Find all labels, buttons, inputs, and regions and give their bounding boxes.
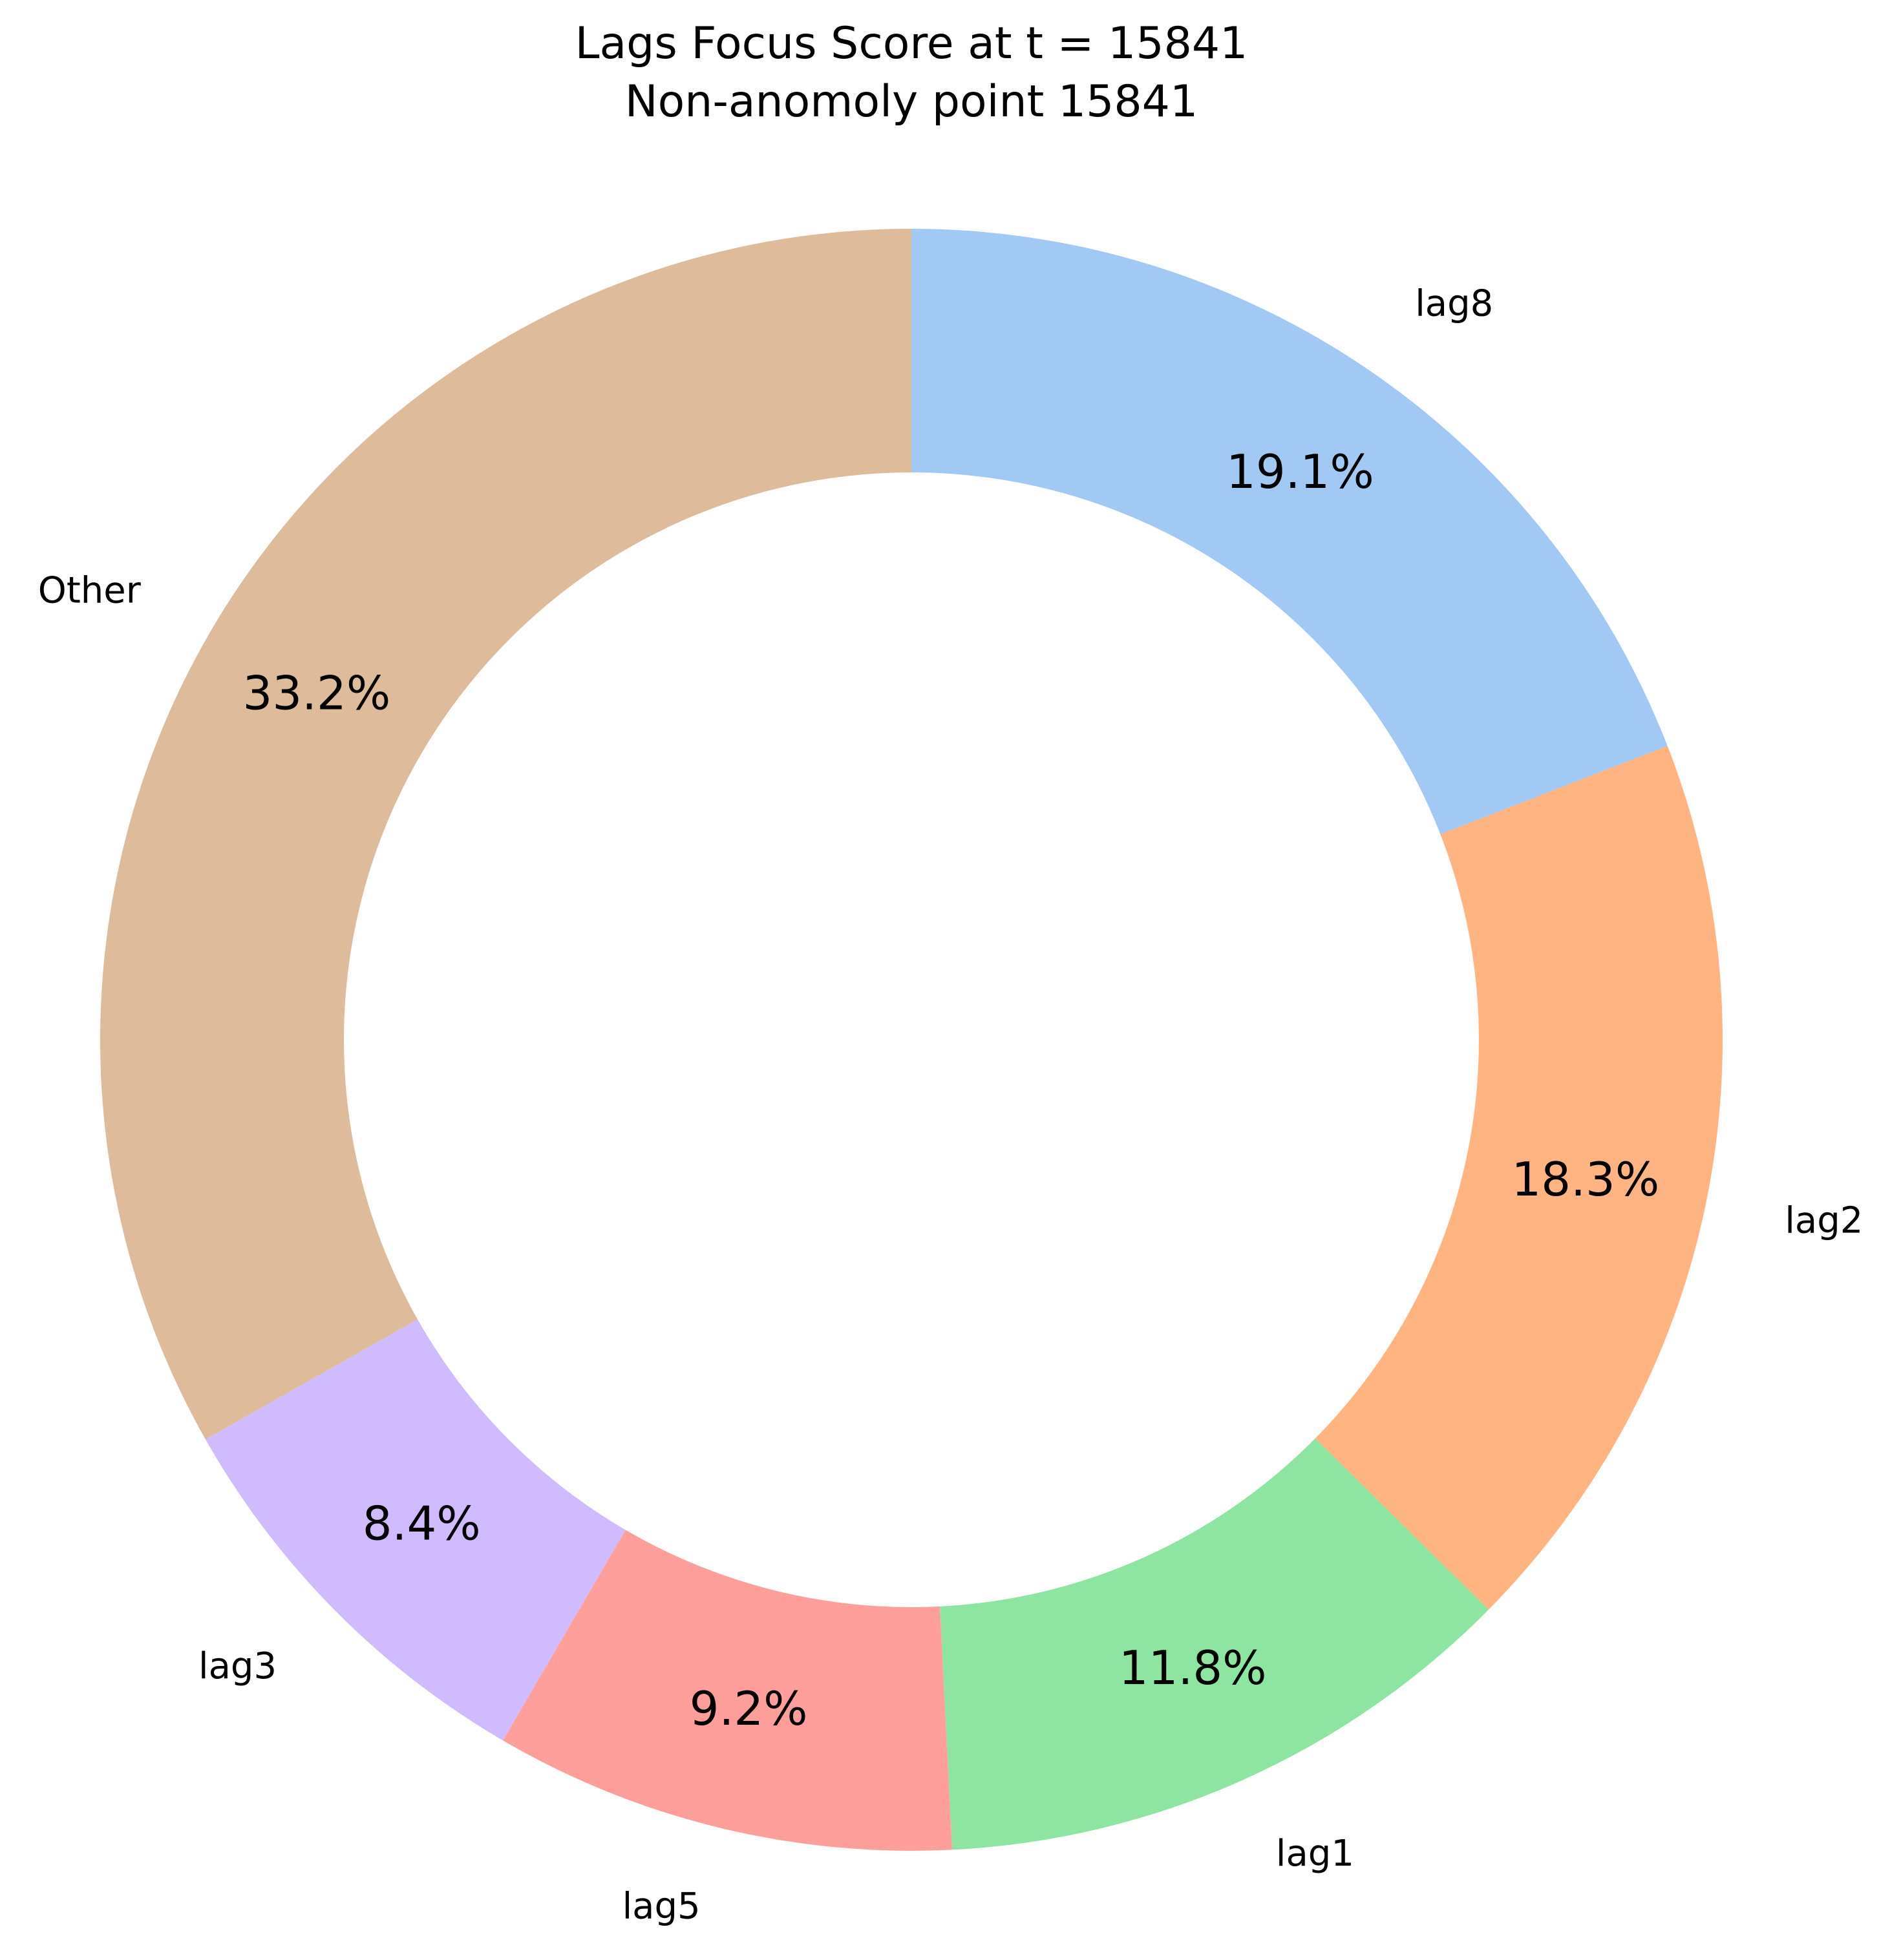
percent-label-lag2: 18.3% [1512, 1152, 1660, 1207]
slice-label-lag8: lag8 [1415, 283, 1493, 325]
slice-lag8 [911, 229, 1668, 834]
slice-lag1 [940, 1438, 1489, 1850]
donut-slices [100, 229, 1723, 1851]
percent-label-lag3: 8.4% [363, 1496, 481, 1550]
slice-other [100, 229, 911, 1440]
slice-label-lag1: lag1 [1276, 1833, 1354, 1875]
slice-labels: lag8 lag2 lag1 lag5 lag3 Other [38, 283, 1864, 1928]
percent-label-lag1: 11.8% [1119, 1641, 1267, 1695]
percent-label-other: 33.2% [243, 666, 391, 721]
percent-label-lag5: 9.2% [690, 1681, 808, 1736]
percent-label-lag8: 19.1% [1226, 445, 1374, 499]
slice-label-other: Other [38, 570, 142, 612]
percent-labels: 19.1% 18.3% 11.8% 9.2% 8.4% 33.2% [243, 445, 1660, 1736]
slice-label-lag5: lag5 [622, 1885, 701, 1927]
slice-lag5 [502, 1530, 953, 1851]
chart-title: Lags Focus Score at t = 15841 [575, 18, 1248, 69]
slice-lag2 [1315, 746, 1723, 1610]
slice-label-lag2: lag2 [1785, 1199, 1863, 1241]
slice-label-lag3: lag3 [198, 1645, 277, 1687]
chart-subtitle: Non-anomoly point 15841 [625, 76, 1198, 127]
slice-lag3 [205, 1319, 626, 1741]
